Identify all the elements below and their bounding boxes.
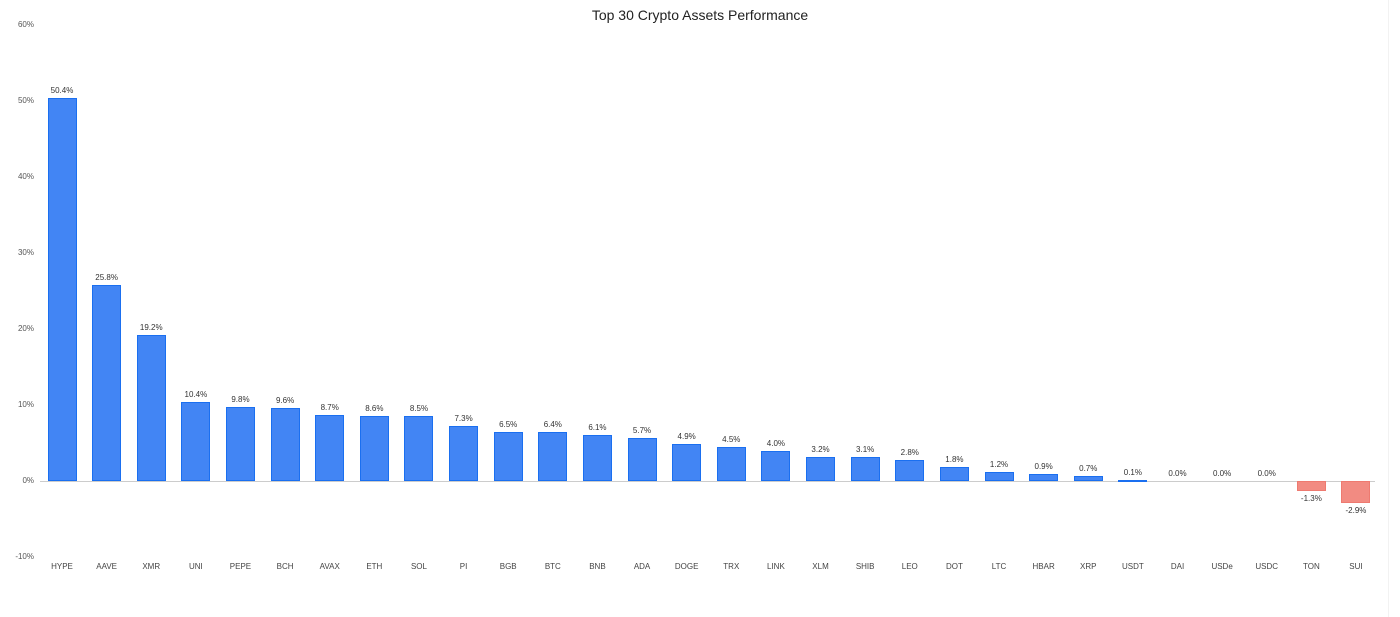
x-tick-label: UNI xyxy=(188,562,203,571)
bar-dot[interactable] xyxy=(939,467,969,481)
bar-bnb[interactable] xyxy=(582,434,612,481)
x-tick-label: HYPE xyxy=(51,562,73,571)
value-label: 3.2% xyxy=(811,444,830,454)
y-tick-label: -10% xyxy=(15,552,34,561)
x-tick-label: AAVE xyxy=(96,562,117,571)
value-label: 3.1% xyxy=(856,445,875,455)
x-tick-label: ADA xyxy=(633,562,651,571)
value-label: 25.8% xyxy=(95,272,118,282)
bar-ada[interactable] xyxy=(627,437,657,481)
y-tick-label: 40% xyxy=(17,172,34,181)
x-tick-label: SUI xyxy=(1349,562,1363,571)
bar-xrp[interactable] xyxy=(1073,475,1103,481)
chart-title: Top 30 Crypto Assets Performance xyxy=(591,7,809,23)
bar-hype[interactable] xyxy=(47,97,77,481)
x-tick-label: XRP xyxy=(1080,562,1097,571)
x-tick-label: SHIB xyxy=(855,562,875,571)
y-tick-label: 20% xyxy=(17,324,34,333)
bar-avax[interactable] xyxy=(315,414,345,481)
bar-bch[interactable] xyxy=(270,408,300,481)
bar-btc[interactable] xyxy=(538,432,568,481)
value-label: 1.2% xyxy=(989,459,1009,469)
value-label: 5.7% xyxy=(632,425,652,435)
value-label: 10.4% xyxy=(184,389,208,399)
bar-leo[interactable] xyxy=(895,459,925,481)
bar-shib[interactable] xyxy=(850,457,880,481)
right-border xyxy=(1388,0,1389,617)
value-label: 0.7% xyxy=(1079,463,1098,473)
bar-xlm[interactable] xyxy=(806,456,836,481)
bar-pepe[interactable] xyxy=(225,406,255,481)
value-label: 8.7% xyxy=(320,402,339,412)
bar-ton[interactable] xyxy=(1296,481,1326,491)
bar-xmr[interactable] xyxy=(136,335,166,481)
y-tick-label: 30% xyxy=(17,248,34,257)
value-label: 4.9% xyxy=(677,431,696,441)
value-label: -2.9% xyxy=(1345,506,1367,516)
value-label: 0.0% xyxy=(1168,469,1187,478)
x-tick-label: DOT xyxy=(945,562,963,571)
bar-sui[interactable] xyxy=(1341,481,1371,504)
value-label: 7.3% xyxy=(454,413,473,423)
x-tick-label: DOGE xyxy=(674,562,699,571)
bar-usdt[interactable] xyxy=(1118,480,1148,483)
value-label: 9.6% xyxy=(275,396,295,406)
x-tick-label: TRX xyxy=(723,562,740,571)
x-tick-label: LTC xyxy=(991,562,1007,571)
zero-baseline xyxy=(40,481,1375,482)
bar-pi[interactable] xyxy=(449,425,479,481)
value-label: 6.5% xyxy=(499,419,518,429)
value-label: 0.1% xyxy=(1123,468,1142,478)
x-tick-label: AVAX xyxy=(319,562,340,571)
bar-trx[interactable] xyxy=(716,446,746,481)
bar-bgb[interactable] xyxy=(493,431,523,481)
value-label: 2.8% xyxy=(900,447,919,457)
value-label: 0.0% xyxy=(1257,469,1276,478)
value-label: 4.0% xyxy=(766,438,786,448)
value-label: 9.8% xyxy=(231,394,250,404)
value-label: 6.1% xyxy=(588,422,607,432)
x-tick-label: TON xyxy=(1302,562,1320,571)
value-label: 1.8% xyxy=(945,455,964,465)
y-tick-label: 0% xyxy=(22,476,34,485)
y-tick-label: 60% xyxy=(17,20,34,29)
x-tick-label: HBAR xyxy=(1032,562,1055,571)
x-tick-label: PEPE xyxy=(229,562,252,571)
value-label: 8.5% xyxy=(409,404,429,414)
x-tick-label: USDe xyxy=(1211,562,1233,571)
value-label: 19.2% xyxy=(139,323,163,333)
value-label: 0.0% xyxy=(1212,469,1232,478)
x-tick-label: BGB xyxy=(499,562,517,571)
x-tick-label: SOL xyxy=(410,562,427,571)
bar-uni[interactable] xyxy=(181,401,211,481)
bar-aave[interactable] xyxy=(92,284,122,481)
x-tick-label: XLM xyxy=(812,562,829,571)
x-tick-label: LINK xyxy=(767,562,785,571)
value-label: 0.9% xyxy=(1034,462,1053,472)
value-label: 8.6% xyxy=(365,403,384,413)
bar-hbar[interactable] xyxy=(1029,474,1059,481)
x-tick-label: DAI xyxy=(1170,562,1185,571)
bar-eth[interactable] xyxy=(359,415,389,481)
x-tick-label: LEO xyxy=(901,562,918,571)
bar-link[interactable] xyxy=(761,450,791,481)
bar-doge[interactable] xyxy=(672,443,702,481)
x-tick-label: XMR xyxy=(142,562,161,571)
bar-sol[interactable] xyxy=(404,416,434,481)
x-tick-label: BNB xyxy=(589,562,606,571)
value-label: 4.5% xyxy=(722,434,741,444)
y-tick-label: 50% xyxy=(17,96,34,105)
x-tick-label: USDC xyxy=(1255,562,1279,571)
x-tick-label: PI xyxy=(459,562,468,571)
x-tick-label: USDT xyxy=(1121,562,1144,571)
value-label: 50.4% xyxy=(50,85,74,95)
x-tick-label: ETH xyxy=(366,562,383,571)
x-tick-label: BCH xyxy=(276,562,294,571)
value-label: 6.4% xyxy=(543,420,562,430)
bar-ltc[interactable] xyxy=(984,471,1014,481)
x-tick-label: BTC xyxy=(544,562,561,571)
y-tick-label: 10% xyxy=(17,400,34,409)
value-label: -1.3% xyxy=(1300,493,1322,503)
